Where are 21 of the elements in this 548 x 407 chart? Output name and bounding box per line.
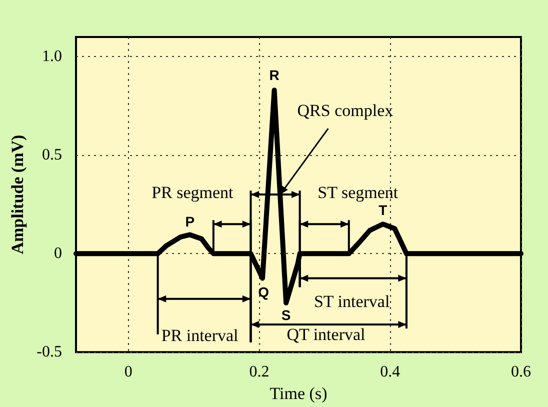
annotation: ST interval	[314, 292, 390, 312]
y-tick-label: 1.0	[42, 48, 62, 66]
annotation: PR interval	[161, 326, 239, 346]
x-tick-label: 0	[124, 364, 132, 381]
annotation: T	[378, 202, 388, 218]
annotation: S	[281, 306, 291, 323]
y-tick-label: 0	[54, 245, 62, 262]
annotation: PR segment	[152, 183, 234, 202]
x-tick-label: 0.4	[380, 364, 400, 381]
x-axis-title: Time (s)	[270, 384, 328, 403]
annotation: QRS complex	[297, 101, 394, 120]
y-tick-label: 0.5	[42, 146, 62, 164]
y-tick-label: -0.5	[36, 344, 62, 361]
annotation: Q	[258, 284, 270, 300]
annotation: R	[269, 67, 280, 84]
annotation: ST segment	[318, 183, 398, 202]
annotation: QT interval	[286, 324, 366, 344]
x-tick-label: 0.6	[511, 364, 531, 381]
x-tick-label: 0.2	[249, 364, 270, 381]
annotation: P	[185, 214, 195, 230]
y-axis-title: Amplitude (mV)	[8, 134, 27, 254]
